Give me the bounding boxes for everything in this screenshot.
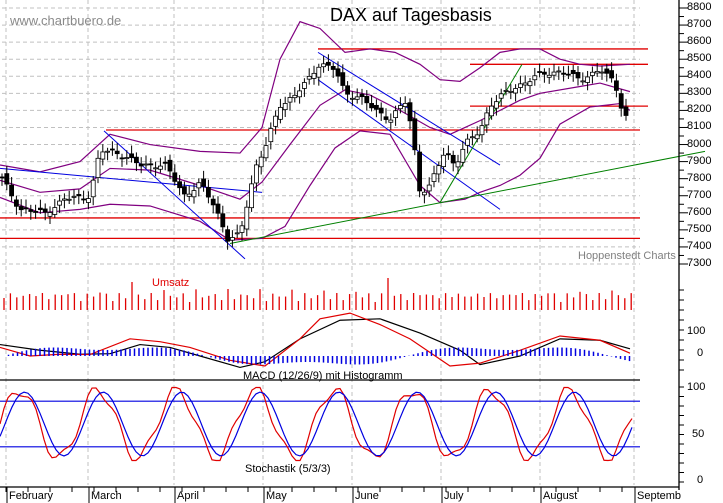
price-tick: 8300 <box>687 86 712 99</box>
stochastic-label: Stochastik (5/3/3) <box>245 463 331 475</box>
price-tick: 8100 <box>687 120 712 133</box>
candlesticks <box>0 54 629 250</box>
price-tick: 7300 <box>687 257 712 269</box>
month-label: April <box>177 490 200 502</box>
stoch-tick: 0 <box>697 474 704 486</box>
price-tick: 8600 <box>687 35 712 48</box>
price-tick: 8200 <box>687 103 712 116</box>
price-tick: 7500 <box>687 222 712 235</box>
macd-panel <box>0 312 640 381</box>
stochastic-panel <box>0 386 640 462</box>
month-label: July <box>444 490 464 502</box>
month-label: August <box>543 490 578 502</box>
month-label: March <box>91 490 122 502</box>
watermark: www.chartbuero.de <box>10 13 122 28</box>
price-tick: 7800 <box>687 171 712 184</box>
macd-label: MACD (12/26/9) mit Histogramm <box>243 370 403 382</box>
month-label: Septemb <box>637 490 682 502</box>
chart-title: DAX auf Tagesbasis <box>330 5 492 25</box>
price-tick: 8400 <box>687 69 712 82</box>
grid <box>2 0 640 485</box>
bollinger-bands <box>0 20 631 241</box>
price-tick: 8700 <box>687 18 712 31</box>
month-label: June <box>355 490 379 502</box>
price-tick: 7700 <box>687 188 712 201</box>
macd-tick: 0 <box>697 347 704 359</box>
price-tick: 8800 <box>687 1 712 13</box>
macd-tick: 100 <box>687 325 706 337</box>
stoch-tick: 100 <box>687 381 706 393</box>
price-tick: 7400 <box>687 239 712 252</box>
month-label: May <box>266 490 287 502</box>
price-tick: 7900 <box>687 154 712 167</box>
price-tick: 8000 <box>687 137 712 150</box>
axes <box>0 0 688 503</box>
price-tick: 7600 <box>687 205 712 218</box>
volume-bars <box>3 278 632 310</box>
source-label: Hoppenstedt Charts <box>578 250 676 262</box>
stoch-tick: 50 <box>692 428 705 440</box>
price-tick: 8500 <box>687 52 712 65</box>
month-label: February <box>9 490 54 502</box>
volume-label: Umsatz <box>152 277 190 289</box>
